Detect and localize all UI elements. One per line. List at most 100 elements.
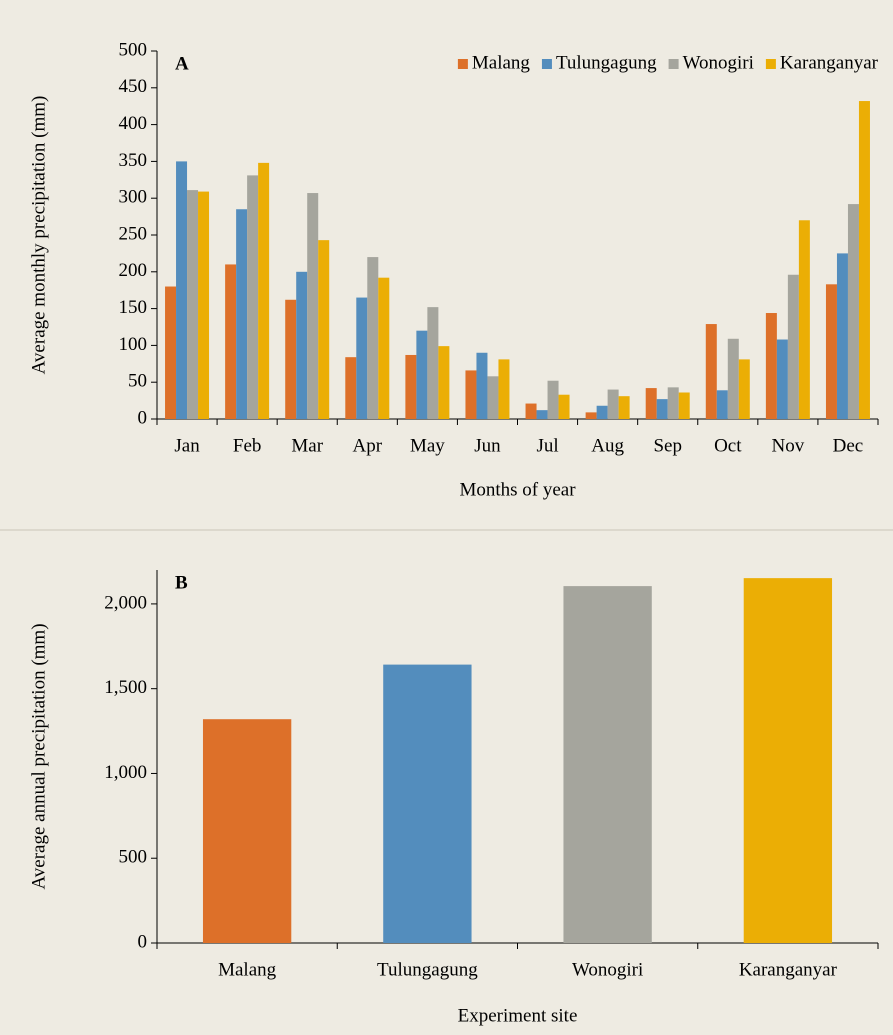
x-tick-label: Feb <box>233 435 262 456</box>
y-axis-label: Average monthly precipitation (mm) <box>28 96 49 375</box>
bar <box>738 359 750 419</box>
bar <box>705 324 717 419</box>
x-tick-label: Jun <box>474 435 501 456</box>
bar <box>765 313 777 419</box>
x-tick-label: Jul <box>536 435 558 456</box>
legend-label: Wonogiri <box>683 52 754 73</box>
x-tick-label: Tulungagung <box>377 959 478 980</box>
bar <box>716 390 728 419</box>
x-tick-label: May <box>410 435 445 456</box>
x-tick-label: Aug <box>591 435 624 456</box>
legend-label: Tulungagung <box>556 52 657 73</box>
bar <box>225 264 237 419</box>
bar <box>678 392 690 419</box>
bar <box>345 357 357 419</box>
bar <box>383 664 472 943</box>
x-tick-label: Karanganyar <box>739 959 838 980</box>
bar <box>438 346 450 419</box>
bar <box>307 193 319 419</box>
bar <box>836 253 848 419</box>
bar <box>476 352 488 419</box>
bar <box>525 403 537 419</box>
y-tick-label: 50 <box>128 371 147 392</box>
y-tick-label: 1,500 <box>104 677 147 698</box>
bar <box>596 405 608 419</box>
legend-swatch <box>765 59 776 69</box>
bar <box>236 209 248 419</box>
y-tick-label: 300 <box>119 187 148 208</box>
y-tick-label: 500 <box>119 39 148 60</box>
bar <box>258 162 270 419</box>
bar <box>176 161 188 419</box>
bar <box>536 410 548 419</box>
y-tick-label: 350 <box>119 150 148 171</box>
bar <box>618 396 630 419</box>
y-tick-label: 200 <box>119 260 148 281</box>
y-tick-label: 450 <box>119 76 148 97</box>
bar <box>416 330 428 419</box>
bar <box>858 101 870 419</box>
bar <box>187 190 199 419</box>
bar <box>547 380 559 419</box>
x-axis-label: Experiment site <box>458 1005 578 1026</box>
y-axis-label: Average annual precipitation (mm) <box>28 623 49 889</box>
bar <box>656 399 668 419</box>
y-tick-label: 2,000 <box>104 592 147 613</box>
bar <box>727 338 739 419</box>
bar <box>202 719 292 943</box>
bar <box>847 204 859 419</box>
y-tick-label: 0 <box>138 407 148 428</box>
legend-label: Malang <box>472 52 531 73</box>
bar <box>465 370 477 419</box>
x-tick-label: Wonogiri <box>572 959 643 980</box>
y-tick-label: 150 <box>119 297 148 318</box>
x-tick-label: Jan <box>174 435 200 456</box>
bar <box>378 277 390 419</box>
x-tick-label: Malang <box>218 959 277 980</box>
bar <box>498 359 510 419</box>
bar <box>798 220 810 419</box>
y-tick-label: 500 <box>119 847 148 868</box>
x-axis-label: Months of year <box>459 479 576 500</box>
x-tick-label: Mar <box>291 435 323 456</box>
bar <box>667 387 679 419</box>
y-tick-label: 100 <box>119 334 148 355</box>
x-tick-label: Apr <box>353 435 383 456</box>
bar <box>487 376 499 419</box>
x-tick-label: Nov <box>772 435 805 456</box>
y-tick-label: 250 <box>119 223 148 244</box>
legend-label: Karanganyar <box>780 52 879 73</box>
legend-swatch <box>541 59 552 69</box>
bar <box>318 240 330 419</box>
bar <box>356 297 368 419</box>
bar <box>563 586 652 943</box>
bar <box>743 578 833 943</box>
bar <box>558 394 570 419</box>
x-tick-label: Dec <box>833 435 864 456</box>
y-tick-label: 400 <box>119 113 148 134</box>
legend-swatch <box>668 59 679 69</box>
x-tick-label: Sep <box>653 435 682 456</box>
bar <box>367 257 379 419</box>
bar <box>165 286 177 419</box>
panel-label: A <box>175 53 189 74</box>
x-tick-label: Oct <box>714 435 742 456</box>
bar <box>825 284 837 419</box>
legend-swatch <box>457 59 468 69</box>
y-tick-label: 0 <box>138 931 148 952</box>
bar <box>247 175 259 419</box>
bar <box>285 299 297 419</box>
bar <box>585 412 597 419</box>
bar <box>427 307 439 419</box>
bar <box>776 339 788 419</box>
bar <box>296 271 308 419</box>
bar <box>787 274 799 419</box>
bar <box>198 191 210 419</box>
panel-label: B <box>175 572 188 593</box>
y-tick-label: 1,000 <box>104 762 147 783</box>
bar <box>607 389 619 419</box>
bar <box>645 388 657 419</box>
bar <box>405 354 417 419</box>
